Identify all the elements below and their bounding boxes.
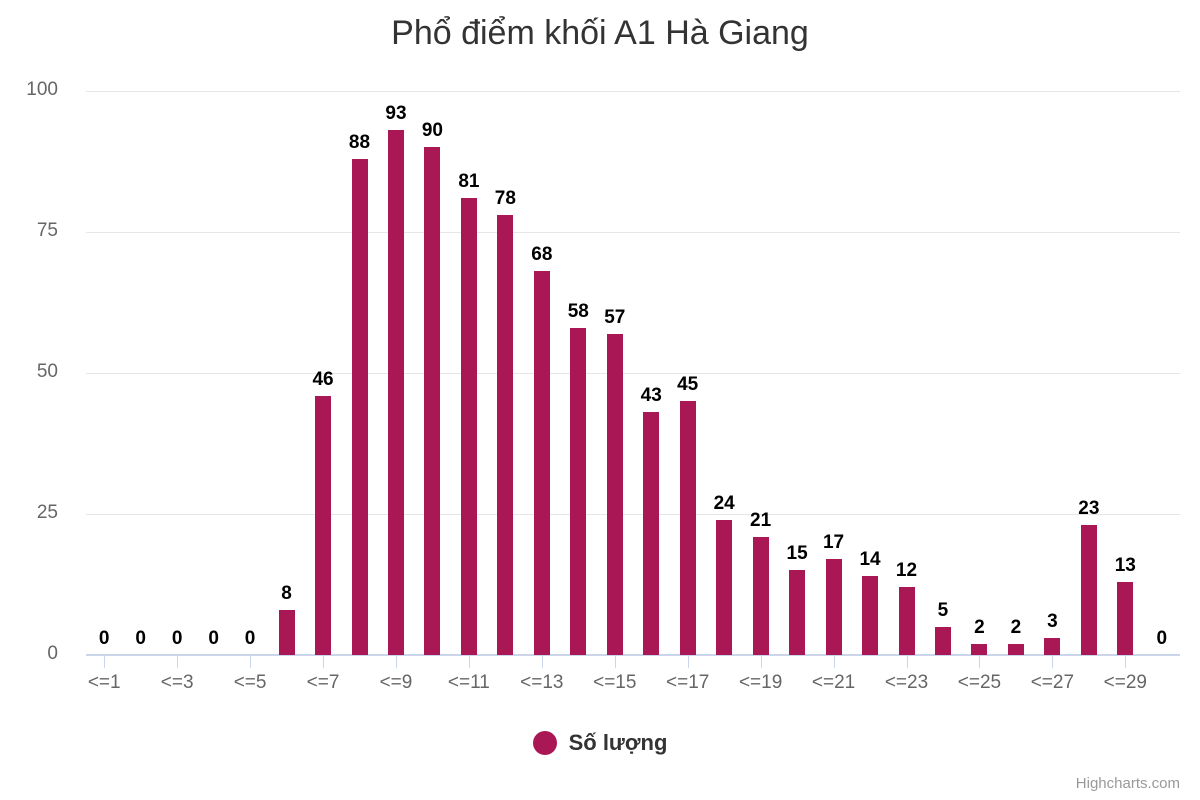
bar[interactable] bbox=[387, 130, 404, 655]
data-label: 5 bbox=[937, 599, 949, 621]
x-axis-tick bbox=[250, 656, 251, 668]
x-axis-tick bbox=[979, 656, 980, 668]
data-label: 57 bbox=[604, 306, 626, 328]
data-label: 17 bbox=[822, 532, 845, 554]
data-label: 14 bbox=[859, 549, 881, 571]
gridline bbox=[86, 232, 1180, 233]
bar[interactable] bbox=[424, 147, 441, 655]
y-axis-label: 75 bbox=[36, 220, 58, 241]
bar[interactable] bbox=[643, 412, 660, 655]
data-label: 12 bbox=[895, 560, 918, 582]
bar[interactable] bbox=[752, 536, 769, 655]
x-axis-label: <=19 bbox=[738, 672, 783, 693]
data-label: 0 bbox=[171, 628, 183, 649]
y-axis-label: 0 bbox=[47, 643, 58, 664]
x-axis-label: <=11 bbox=[447, 672, 490, 693]
bar[interactable] bbox=[789, 570, 806, 655]
x-axis-label: <=5 bbox=[233, 672, 267, 693]
data-label: 88 bbox=[348, 131, 371, 153]
data-label: 78 bbox=[494, 188, 516, 210]
bar[interactable] bbox=[351, 158, 368, 655]
bar[interactable] bbox=[606, 333, 623, 655]
x-axis-tick bbox=[761, 656, 762, 668]
data-label: 0 bbox=[1156, 628, 1168, 649]
x-axis-label: <=15 bbox=[593, 672, 637, 693]
x-axis-tick bbox=[396, 656, 397, 668]
data-label: 46 bbox=[312, 368, 334, 390]
bar[interactable] bbox=[1117, 581, 1134, 655]
x-axis-label: <=1 bbox=[87, 672, 121, 693]
data-label: 8 bbox=[281, 582, 292, 604]
credits-link[interactable]: Highcharts.com bbox=[1075, 775, 1180, 792]
data-label: 81 bbox=[458, 171, 480, 193]
data-label: 0 bbox=[208, 628, 219, 649]
bar[interactable] bbox=[533, 271, 550, 655]
bar[interactable] bbox=[679, 401, 696, 655]
y-axis-label: 25 bbox=[36, 502, 58, 523]
gridline bbox=[86, 514, 1180, 515]
bar[interactable] bbox=[497, 215, 514, 655]
gridline bbox=[86, 91, 1180, 92]
data-label: 24 bbox=[713, 492, 735, 514]
bar[interactable] bbox=[278, 609, 295, 655]
bar[interactable] bbox=[315, 395, 332, 655]
chart-title: Phổ điểm khối A1 Hà Giang bbox=[391, 14, 809, 52]
data-label: 68 bbox=[531, 244, 553, 266]
x-axis-tick bbox=[1125, 656, 1126, 668]
legend[interactable]: Số lượng bbox=[0, 730, 1200, 756]
x-axis-tick bbox=[834, 656, 835, 668]
bar[interactable] bbox=[862, 576, 879, 655]
data-label: 0 bbox=[244, 628, 256, 649]
data-label: 15 bbox=[786, 543, 808, 565]
data-label: 90 bbox=[421, 120, 443, 142]
y-axis-label: 100 bbox=[26, 79, 58, 100]
data-label: 2 bbox=[1010, 616, 1022, 638]
bar[interactable] bbox=[716, 519, 733, 655]
x-axis-label: <=13 bbox=[520, 672, 564, 693]
legend-label[interactable]: Số lượng bbox=[568, 730, 668, 755]
x-axis-tick bbox=[688, 656, 689, 668]
legend-marker-icon bbox=[532, 731, 557, 755]
data-label: 93 bbox=[385, 103, 407, 125]
bar[interactable] bbox=[971, 643, 988, 655]
x-axis-label: <=17 bbox=[666, 672, 710, 693]
x-axis-label: <=23 bbox=[884, 672, 929, 693]
bar[interactable] bbox=[1080, 525, 1097, 655]
x-axis-tick bbox=[907, 656, 908, 668]
bar[interactable] bbox=[1007, 643, 1024, 655]
data-label: 0 bbox=[98, 628, 110, 649]
data-label: 13 bbox=[1114, 554, 1136, 576]
gridline bbox=[86, 373, 1180, 374]
data-label: 3 bbox=[1047, 611, 1058, 633]
bar[interactable] bbox=[898, 587, 915, 655]
data-label: 23 bbox=[1078, 498, 1100, 520]
x-axis-tick bbox=[323, 656, 324, 668]
x-axis-label: <=9 bbox=[379, 672, 413, 693]
x-axis-label: <=3 bbox=[160, 672, 194, 693]
x-axis-tick bbox=[615, 656, 616, 668]
x-axis-label: <=29 bbox=[1103, 672, 1147, 693]
x-axis-tick bbox=[104, 656, 105, 668]
data-label: 58 bbox=[567, 300, 589, 322]
data-label: 0 bbox=[135, 628, 146, 649]
x-axis-tick bbox=[1052, 656, 1053, 668]
data-label: 2 bbox=[974, 616, 985, 638]
x-axis-label: <=27 bbox=[1030, 672, 1075, 693]
x-axis-line bbox=[86, 654, 1180, 656]
x-axis-label: <=21 bbox=[811, 672, 856, 693]
x-axis-label: <=7 bbox=[306, 672, 340, 693]
x-axis-tick bbox=[542, 656, 543, 668]
y-axis-label: 50 bbox=[36, 361, 58, 382]
bar[interactable] bbox=[934, 626, 951, 655]
x-axis-tick bbox=[469, 656, 470, 668]
bar[interactable] bbox=[1044, 638, 1061, 655]
bar[interactable] bbox=[570, 327, 587, 655]
data-label: 45 bbox=[677, 374, 699, 396]
bar[interactable] bbox=[825, 559, 842, 655]
bar[interactable] bbox=[460, 198, 477, 655]
data-label: 43 bbox=[640, 385, 662, 407]
data-label: 21 bbox=[750, 509, 772, 531]
x-axis-label: <=25 bbox=[957, 672, 1002, 693]
x-axis-tick bbox=[177, 656, 178, 668]
